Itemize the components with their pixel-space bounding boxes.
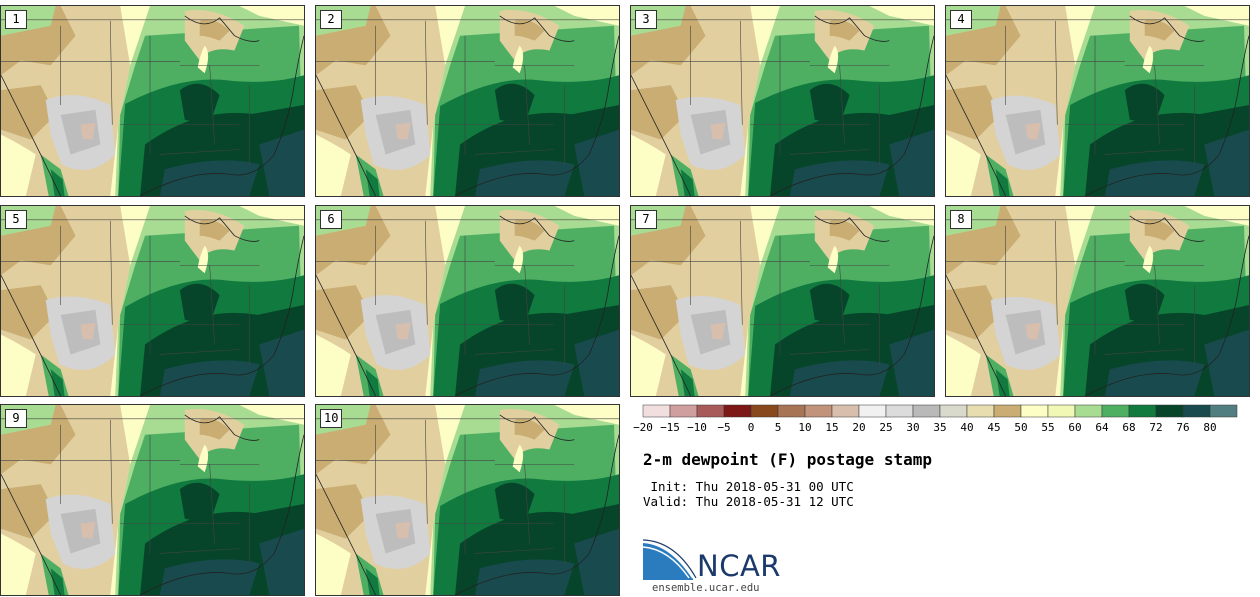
member-label: 6: [320, 210, 342, 229]
colorbar-swatch: [1155, 404, 1184, 418]
colorbar-tick-label: 5: [775, 421, 782, 434]
colorbar-swatch: [966, 404, 995, 418]
colorbar-swatch: [993, 404, 1022, 418]
member-label: 2: [320, 10, 342, 29]
colorbar-tick-label: −5: [717, 421, 730, 434]
colorbar-swatch: [831, 404, 860, 418]
colorbar-swatch: [1074, 404, 1103, 418]
member-stamp: 7: [630, 205, 935, 397]
colorbar-tick-label: 45: [987, 421, 1000, 434]
colorbar-swatch: [696, 404, 725, 418]
init-time: Init: Thu 2018-05-31 00 UTC: [650, 479, 854, 494]
colorbar-swatch: [858, 404, 887, 418]
member-label: 1: [5, 10, 27, 29]
colorbar-tick-label: 0: [748, 421, 755, 434]
member-label: 5: [5, 210, 27, 229]
colorbar-swatch: [777, 404, 806, 418]
colorbar-swatch: [912, 404, 941, 418]
member-label: 10: [320, 409, 343, 428]
colorbar-tick-label: 68: [1122, 421, 1135, 434]
colorbar-swatch: [804, 404, 833, 418]
colorbar: −20 −15 −10 −5 0 5 10 15 20 25 30 35 40 45 50 55 60 64 68 7…: [633, 404, 1238, 434]
member-stamp: 8: [945, 205, 1250, 397]
member-stamp: 2: [315, 5, 620, 197]
member-label: 7: [635, 210, 657, 229]
ncar-logo-text: NCAR: [697, 549, 781, 583]
member-stamp: 1: [0, 5, 305, 197]
member-stamp: 6: [315, 205, 620, 397]
colorbar-swatch: [1209, 404, 1238, 418]
ncar-logo: [642, 539, 697, 580]
colorbar-tick-label: 35: [933, 421, 946, 434]
colorbar-swatch: [1128, 404, 1157, 418]
ensemble-url: ensemble.ucar.edu: [652, 582, 760, 594]
colorbar-tick-label: −20: [633, 421, 653, 434]
member-stamp: 9: [0, 404, 305, 596]
colorbar-tick-label: 80: [1203, 421, 1216, 434]
member-stamp: 4: [945, 5, 1250, 197]
chart-title: 2-m dewpoint (F) postage stamp: [643, 450, 932, 469]
member-label: 4: [950, 10, 972, 29]
colorbar-swatch: [1020, 404, 1049, 418]
colorbar-tick-label: 10: [798, 421, 811, 434]
colorbar-swatch: [723, 404, 752, 418]
valid-time: Valid: Thu 2018-05-31 12 UTC: [643, 494, 854, 509]
colorbar-tick-label: 64: [1095, 421, 1109, 434]
colorbar-tick-label: 30: [906, 421, 919, 434]
colorbar-swatch: [1047, 404, 1076, 418]
colorbar-swatch: [750, 404, 779, 418]
colorbar-tick-label: 50: [1014, 421, 1027, 434]
member-label: 3: [635, 10, 657, 29]
member-label: 8: [950, 210, 972, 229]
colorbar-swatch: [939, 404, 968, 418]
colorbar-tick-label: −10: [687, 421, 707, 434]
colorbar-tick-label: 20: [852, 421, 865, 434]
member-label: 9: [5, 409, 27, 428]
colorbar-swatch: [885, 404, 914, 418]
colorbar-swatch: [669, 404, 698, 418]
colorbar-tick-label: 25: [879, 421, 892, 434]
colorbar-tick-label: 72: [1149, 421, 1162, 434]
colorbar-tick-label: −15: [660, 421, 680, 434]
colorbar-tick-label: 40: [960, 421, 973, 434]
member-stamp: 10: [315, 404, 620, 596]
colorbar-swatch: [1182, 404, 1211, 418]
colorbar-swatch: [642, 404, 671, 418]
colorbar-tick-label: 55: [1041, 421, 1054, 434]
colorbar-tick-label: 15: [825, 421, 838, 434]
member-stamp: 5: [0, 205, 305, 397]
colorbar-tick-label: 60: [1068, 421, 1081, 434]
colorbar-tick-label: 76: [1176, 421, 1189, 434]
colorbar-swatch: [1101, 404, 1130, 418]
member-stamp: 3: [630, 5, 935, 197]
